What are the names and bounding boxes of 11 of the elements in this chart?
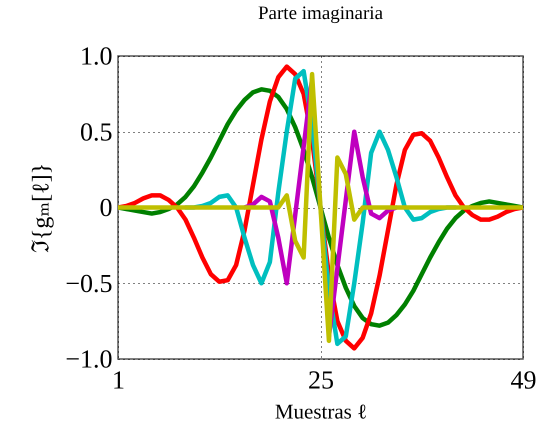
y-tick-label: −1.0 (65, 344, 112, 374)
y-tick-label: 0 (100, 193, 112, 222)
y-tick-label: −0.5 (65, 268, 112, 298)
x-tick-label: 25 (308, 366, 334, 394)
y-tick-label: 1.0 (80, 42, 112, 70)
y-axis-title: ℑ{gₘ[ℓ]} (28, 162, 54, 254)
y-tick-label: 0.5 (80, 117, 112, 146)
x-tick-label: 49 (510, 366, 536, 394)
chart-title: Parte imaginaria (258, 3, 384, 24)
x-axis-title: Muestras ℓ (274, 400, 368, 424)
x-tick-label: 1 (112, 366, 125, 394)
